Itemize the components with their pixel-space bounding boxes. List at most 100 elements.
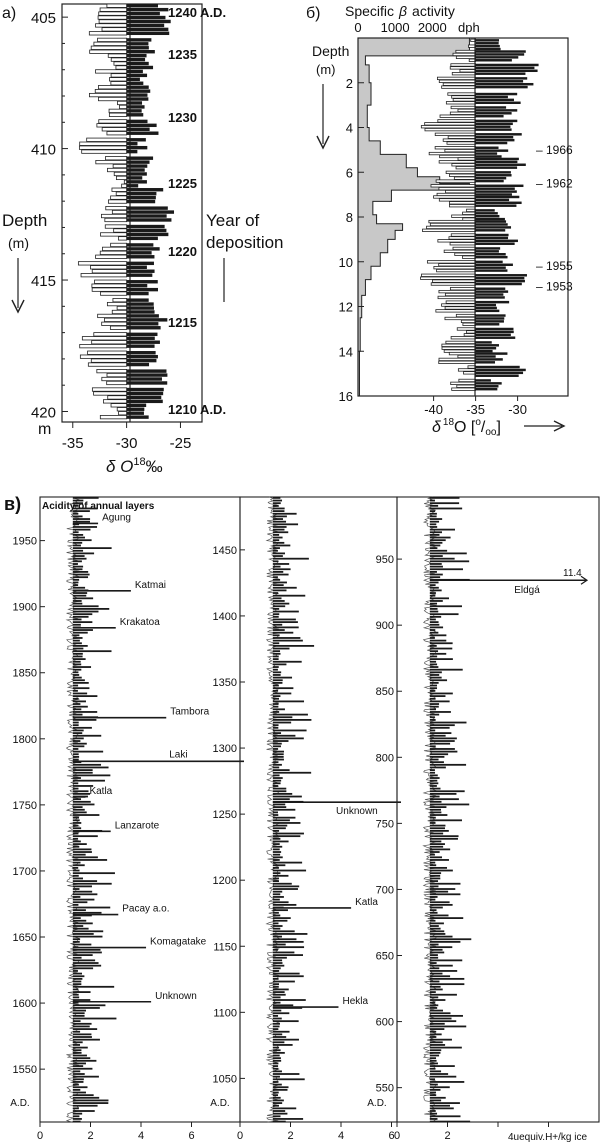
acidity-bar bbox=[272, 594, 306, 597]
acidity-bar bbox=[272, 803, 286, 806]
acidity-bar bbox=[272, 526, 287, 528]
acidity-bar bbox=[272, 1115, 281, 1118]
acidity-bar bbox=[429, 816, 436, 819]
acidity-bar bbox=[72, 552, 95, 555]
acidity-bar bbox=[429, 602, 438, 605]
layer-filled-bar bbox=[126, 214, 167, 218]
layer-filled-bar bbox=[126, 46, 149, 50]
acidity-bar bbox=[72, 1107, 79, 1110]
layer-filled-bar bbox=[475, 209, 495, 212]
panel-c: в) Acidity of annual layers Agung Katmai K… bbox=[4, 494, 600, 1143]
event-label: Komagatake bbox=[150, 937, 207, 948]
acidity-bar bbox=[272, 520, 287, 523]
acidity-bar bbox=[272, 798, 290, 801]
layer-open-bar bbox=[100, 232, 128, 237]
acidity-bar bbox=[429, 560, 470, 563]
acidity-bar bbox=[429, 650, 439, 653]
layer-open-bar bbox=[429, 222, 477, 227]
acidity-bar bbox=[272, 769, 290, 771]
acidity-bar bbox=[72, 607, 110, 610]
y-tick-label: 1300 bbox=[213, 743, 237, 755]
layer-open-bar bbox=[449, 204, 476, 208]
acidity-bar bbox=[429, 745, 436, 748]
layer-filled-bar bbox=[126, 15, 166, 20]
layer-open-bar bbox=[106, 372, 128, 378]
acidity-bar bbox=[72, 906, 111, 909]
acidity-bar bbox=[429, 1073, 449, 1075]
acidity-bar bbox=[429, 1107, 454, 1110]
acidity-bar bbox=[72, 758, 79, 761]
layer-filled-bar bbox=[126, 195, 156, 200]
acidity-bar bbox=[272, 507, 285, 510]
acidity-bar bbox=[272, 1078, 305, 1081]
acidity-bar bbox=[272, 1038, 299, 1041]
layer-filled-bar bbox=[126, 377, 162, 381]
acidity-bar bbox=[72, 824, 79, 827]
acidity-bar bbox=[272, 827, 286, 830]
acidity-bar bbox=[272, 515, 287, 518]
layer-filled-bar bbox=[475, 82, 534, 86]
layer-open-bar bbox=[87, 350, 128, 355]
layer-open-bar bbox=[438, 289, 477, 294]
layer-open-bar bbox=[441, 346, 476, 350]
acidity-bar bbox=[272, 1096, 281, 1099]
acidity-bar bbox=[429, 856, 443, 859]
acidity-bar bbox=[72, 652, 83, 655]
layer-filled-bar bbox=[475, 160, 518, 164]
acidity-bar bbox=[429, 507, 463, 510]
acidity-bar bbox=[429, 523, 437, 526]
acidity-bar bbox=[272, 750, 285, 753]
acidity-bar bbox=[72, 547, 112, 550]
layer-filled-bar bbox=[475, 242, 515, 245]
layer-filled-bar bbox=[475, 250, 499, 253]
layer-open-bar bbox=[443, 249, 476, 253]
layer-open-bar bbox=[108, 112, 128, 117]
acidity-bar bbox=[429, 515, 437, 518]
acidity-bar bbox=[429, 737, 457, 740]
acidity-bar bbox=[272, 726, 279, 729]
y-tick-label: 950 bbox=[376, 554, 394, 566]
panel-b-y-ticks: 2 4 6 8 10 12 14 16 bbox=[339, 76, 364, 404]
acidity-bar bbox=[429, 676, 442, 679]
acidity-bar bbox=[272, 845, 283, 848]
acidity-bar bbox=[429, 594, 436, 597]
acidity-bar bbox=[272, 909, 288, 912]
layer-open-bar bbox=[98, 19, 128, 24]
layer-open-bar bbox=[424, 122, 477, 126]
acidity-bar bbox=[272, 740, 289, 742]
acidity-bar bbox=[72, 938, 81, 941]
layer-open-bar bbox=[118, 411, 128, 416]
acidity-bar bbox=[272, 1083, 282, 1086]
acidity-bar bbox=[272, 626, 299, 629]
panel-b-y-label: Depth bbox=[312, 43, 349, 59]
layer-filled-bar bbox=[475, 146, 499, 149]
x-tick-label: 4 bbox=[138, 1130, 144, 1142]
acidity-bar bbox=[272, 866, 279, 869]
layer-filled-bar bbox=[475, 95, 508, 99]
acidity-bar bbox=[272, 811, 278, 814]
layer-open-bar bbox=[110, 81, 128, 86]
acidity-bar bbox=[72, 1020, 81, 1023]
layer-filled-bar bbox=[475, 174, 512, 177]
acidity-bar bbox=[272, 547, 280, 550]
layer-filled-bar bbox=[126, 142, 138, 146]
acidity-bar bbox=[429, 906, 443, 909]
y-tick-label: 700 bbox=[376, 884, 394, 896]
acidity-bar bbox=[72, 600, 82, 602]
layer-filled-bar bbox=[475, 320, 504, 323]
layer-filled-bar bbox=[126, 251, 152, 255]
acidity-bar bbox=[72, 800, 91, 803]
layer-open-bar bbox=[93, 41, 128, 46]
acidity-bar bbox=[429, 1120, 471, 1123]
acidity-bar bbox=[272, 872, 281, 875]
layer-open-bar bbox=[455, 166, 476, 170]
layer-open-bar bbox=[90, 265, 128, 270]
acidity-bar bbox=[272, 568, 291, 571]
acidity-bar bbox=[272, 962, 283, 964]
layer-filled-bar bbox=[126, 69, 143, 74]
layer-filled-bar bbox=[126, 210, 175, 214]
layer-filled-bar bbox=[126, 291, 149, 296]
layer-filled-bar bbox=[475, 217, 505, 221]
acidity-bar bbox=[72, 993, 79, 996]
